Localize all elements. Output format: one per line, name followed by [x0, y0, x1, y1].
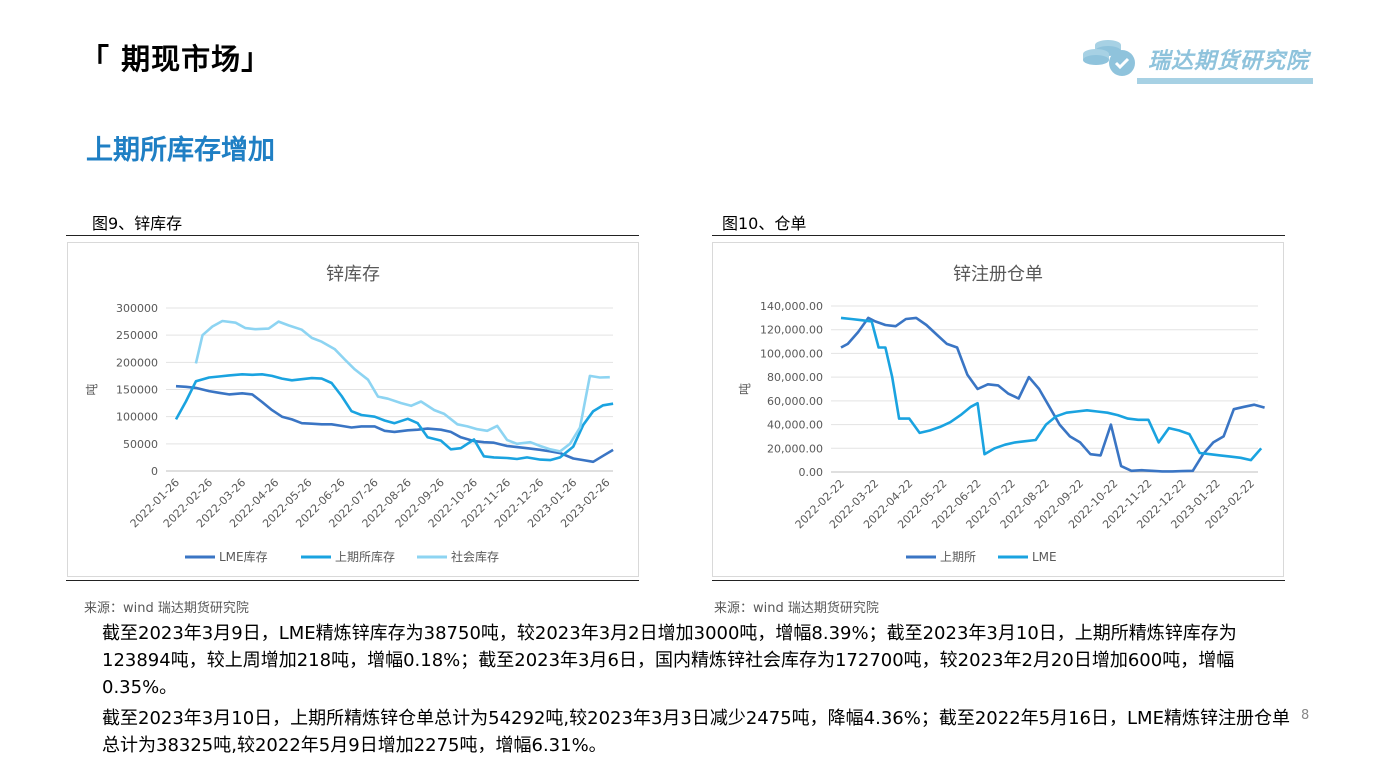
chart-zinc-warrant-svg: 锌注册仓单 0.00 20,000.00 40,000.00 60,000.00 80,0… — [738, 264, 1265, 564]
series-line-社会库存 — [194, 319, 610, 453]
legend-label: 上期所 — [940, 550, 976, 564]
y-tick-label: 100000 — [116, 411, 158, 424]
y-axis-label: 吨 — [738, 383, 752, 395]
y-tick-label: 40,000.00 — [767, 419, 823, 432]
figure-source: 来源：wind 瑞达期货研究院 — [84, 601, 249, 616]
y-tick-label: 60,000.00 — [767, 395, 823, 408]
y-tick-label: 100,000.00 — [760, 347, 823, 360]
y-tick-label: 250000 — [116, 329, 158, 342]
figure-top-rule — [712, 235, 1285, 236]
figure-caption-warrant: 图10、仓单 — [722, 214, 807, 233]
paragraph-warrant: 截至2023年3月10日，上期所精炼锌仓单总计为54292吨,较2023年3月3… — [102, 708, 1290, 756]
chart-zinc-inventory: 锌库存 0 50000 100000 150000 200000 250000 300000 吨… — [67, 242, 639, 577]
figure-top-rule — [66, 235, 639, 236]
figure-bottom-rule — [66, 580, 639, 581]
legend-label: 上期所库存 — [335, 549, 395, 564]
y-tick-label: 140,000.00 — [760, 300, 823, 313]
figure-source: 来源：wind 瑞达期货研究院 — [714, 601, 879, 616]
chart-zinc-inventory-svg: 锌库存 0 50000 100000 150000 200000 250000 300000 吨… — [85, 264, 614, 564]
y-tick-label: 200000 — [116, 356, 158, 369]
chart-title: 锌注册仓单 — [953, 264, 1043, 285]
logo-underline — [1137, 78, 1313, 84]
figure-bottom-rule — [712, 580, 1285, 581]
logo-text: 瑞达期货研究院 — [1148, 49, 1310, 74]
paragraph-inventory: 截至2023年3月9日，LME精炼锌库存为38750吨，较2023年3月2日增加… — [102, 623, 1237, 698]
y-tick-label: 50000 — [123, 438, 158, 451]
y-tick-label: 20,000.00 — [767, 442, 823, 455]
figure-caption-inventory: 图9、锌库存 — [92, 214, 183, 233]
section-title: 上期所库存增加 — [86, 135, 275, 166]
series-line-上期所 — [840, 316, 1265, 473]
legend-label: 社会库存 — [451, 549, 499, 564]
y-tick-label: 120,000.00 — [760, 324, 823, 337]
y-tick-label: 0 — [151, 465, 158, 478]
page-title: 「 期现市场」 — [80, 42, 272, 76]
series-line-LME库存 — [175, 384, 614, 464]
y-tick-label: 150000 — [116, 384, 158, 397]
y-tick-label: 0.00 — [799, 466, 824, 479]
page-number: 8 — [1301, 708, 1310, 723]
chart-zinc-warrant: 锌注册仓单 0.00 20,000.00 40,000.00 60,000.00 80,0… — [712, 242, 1284, 577]
y-axis-label: 吨 — [85, 383, 99, 395]
series-line-上期所库存 — [174, 373, 614, 462]
y-tick-label: 300000 — [116, 302, 158, 315]
company-logo — [1083, 40, 1135, 76]
series-line-LME — [840, 316, 1263, 462]
y-tick-label: 80,000.00 — [767, 371, 823, 384]
legend-label: LME库存 — [219, 549, 268, 564]
chart-title: 锌库存 — [326, 264, 380, 285]
legend-label: LME — [1032, 550, 1057, 564]
